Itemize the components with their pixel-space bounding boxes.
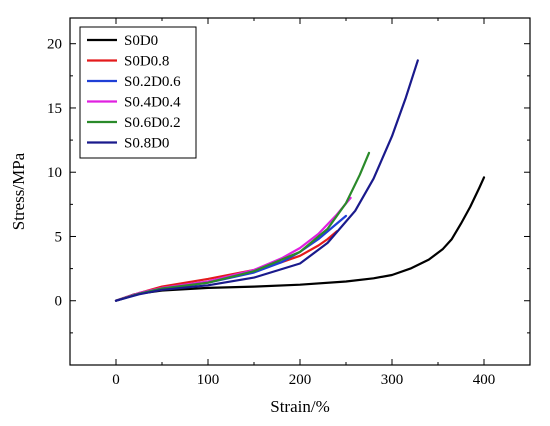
plot-area: 0 100 200 300 400 0 5 10 15 20	[47, 17, 531, 388]
x-tick-label: 200	[289, 372, 312, 388]
series-line-4	[114, 196, 352, 302]
legend-label: S0.6D0.2	[124, 115, 181, 131]
legend-label: S0.2D0.6	[124, 74, 181, 90]
x-tick-label: 300	[381, 372, 404, 388]
legend: S0D0 S0D0.8 S0.2D0.6 S0.4D0.4 S0.6D0.2 S0.8D0	[79, 26, 197, 159]
legend-label: S0.4D0.4	[124, 95, 181, 111]
x-tick-label: 400	[473, 372, 496, 388]
legend-label: S0D0	[124, 33, 158, 49]
series-layer	[114, 59, 486, 302]
legend-label: S0D0.8	[124, 54, 169, 70]
y-axis-title: Stress/MPa	[9, 152, 28, 230]
y-tick-label: 10	[47, 165, 62, 181]
legend-label: S0.8D0	[124, 136, 169, 152]
x-tick-label: 100	[197, 372, 220, 388]
y-tick-label: 20	[47, 37, 62, 53]
y-tick-label: 0	[55, 294, 63, 310]
x-tick-label: 0	[112, 372, 120, 388]
series-line-6	[114, 59, 419, 302]
legend-box	[79, 26, 197, 159]
y-tick-label: 15	[47, 101, 62, 117]
y-tick-label: 5	[55, 229, 63, 245]
x-axis-title: Strain/%	[270, 397, 330, 416]
series-line-1	[114, 176, 486, 302]
